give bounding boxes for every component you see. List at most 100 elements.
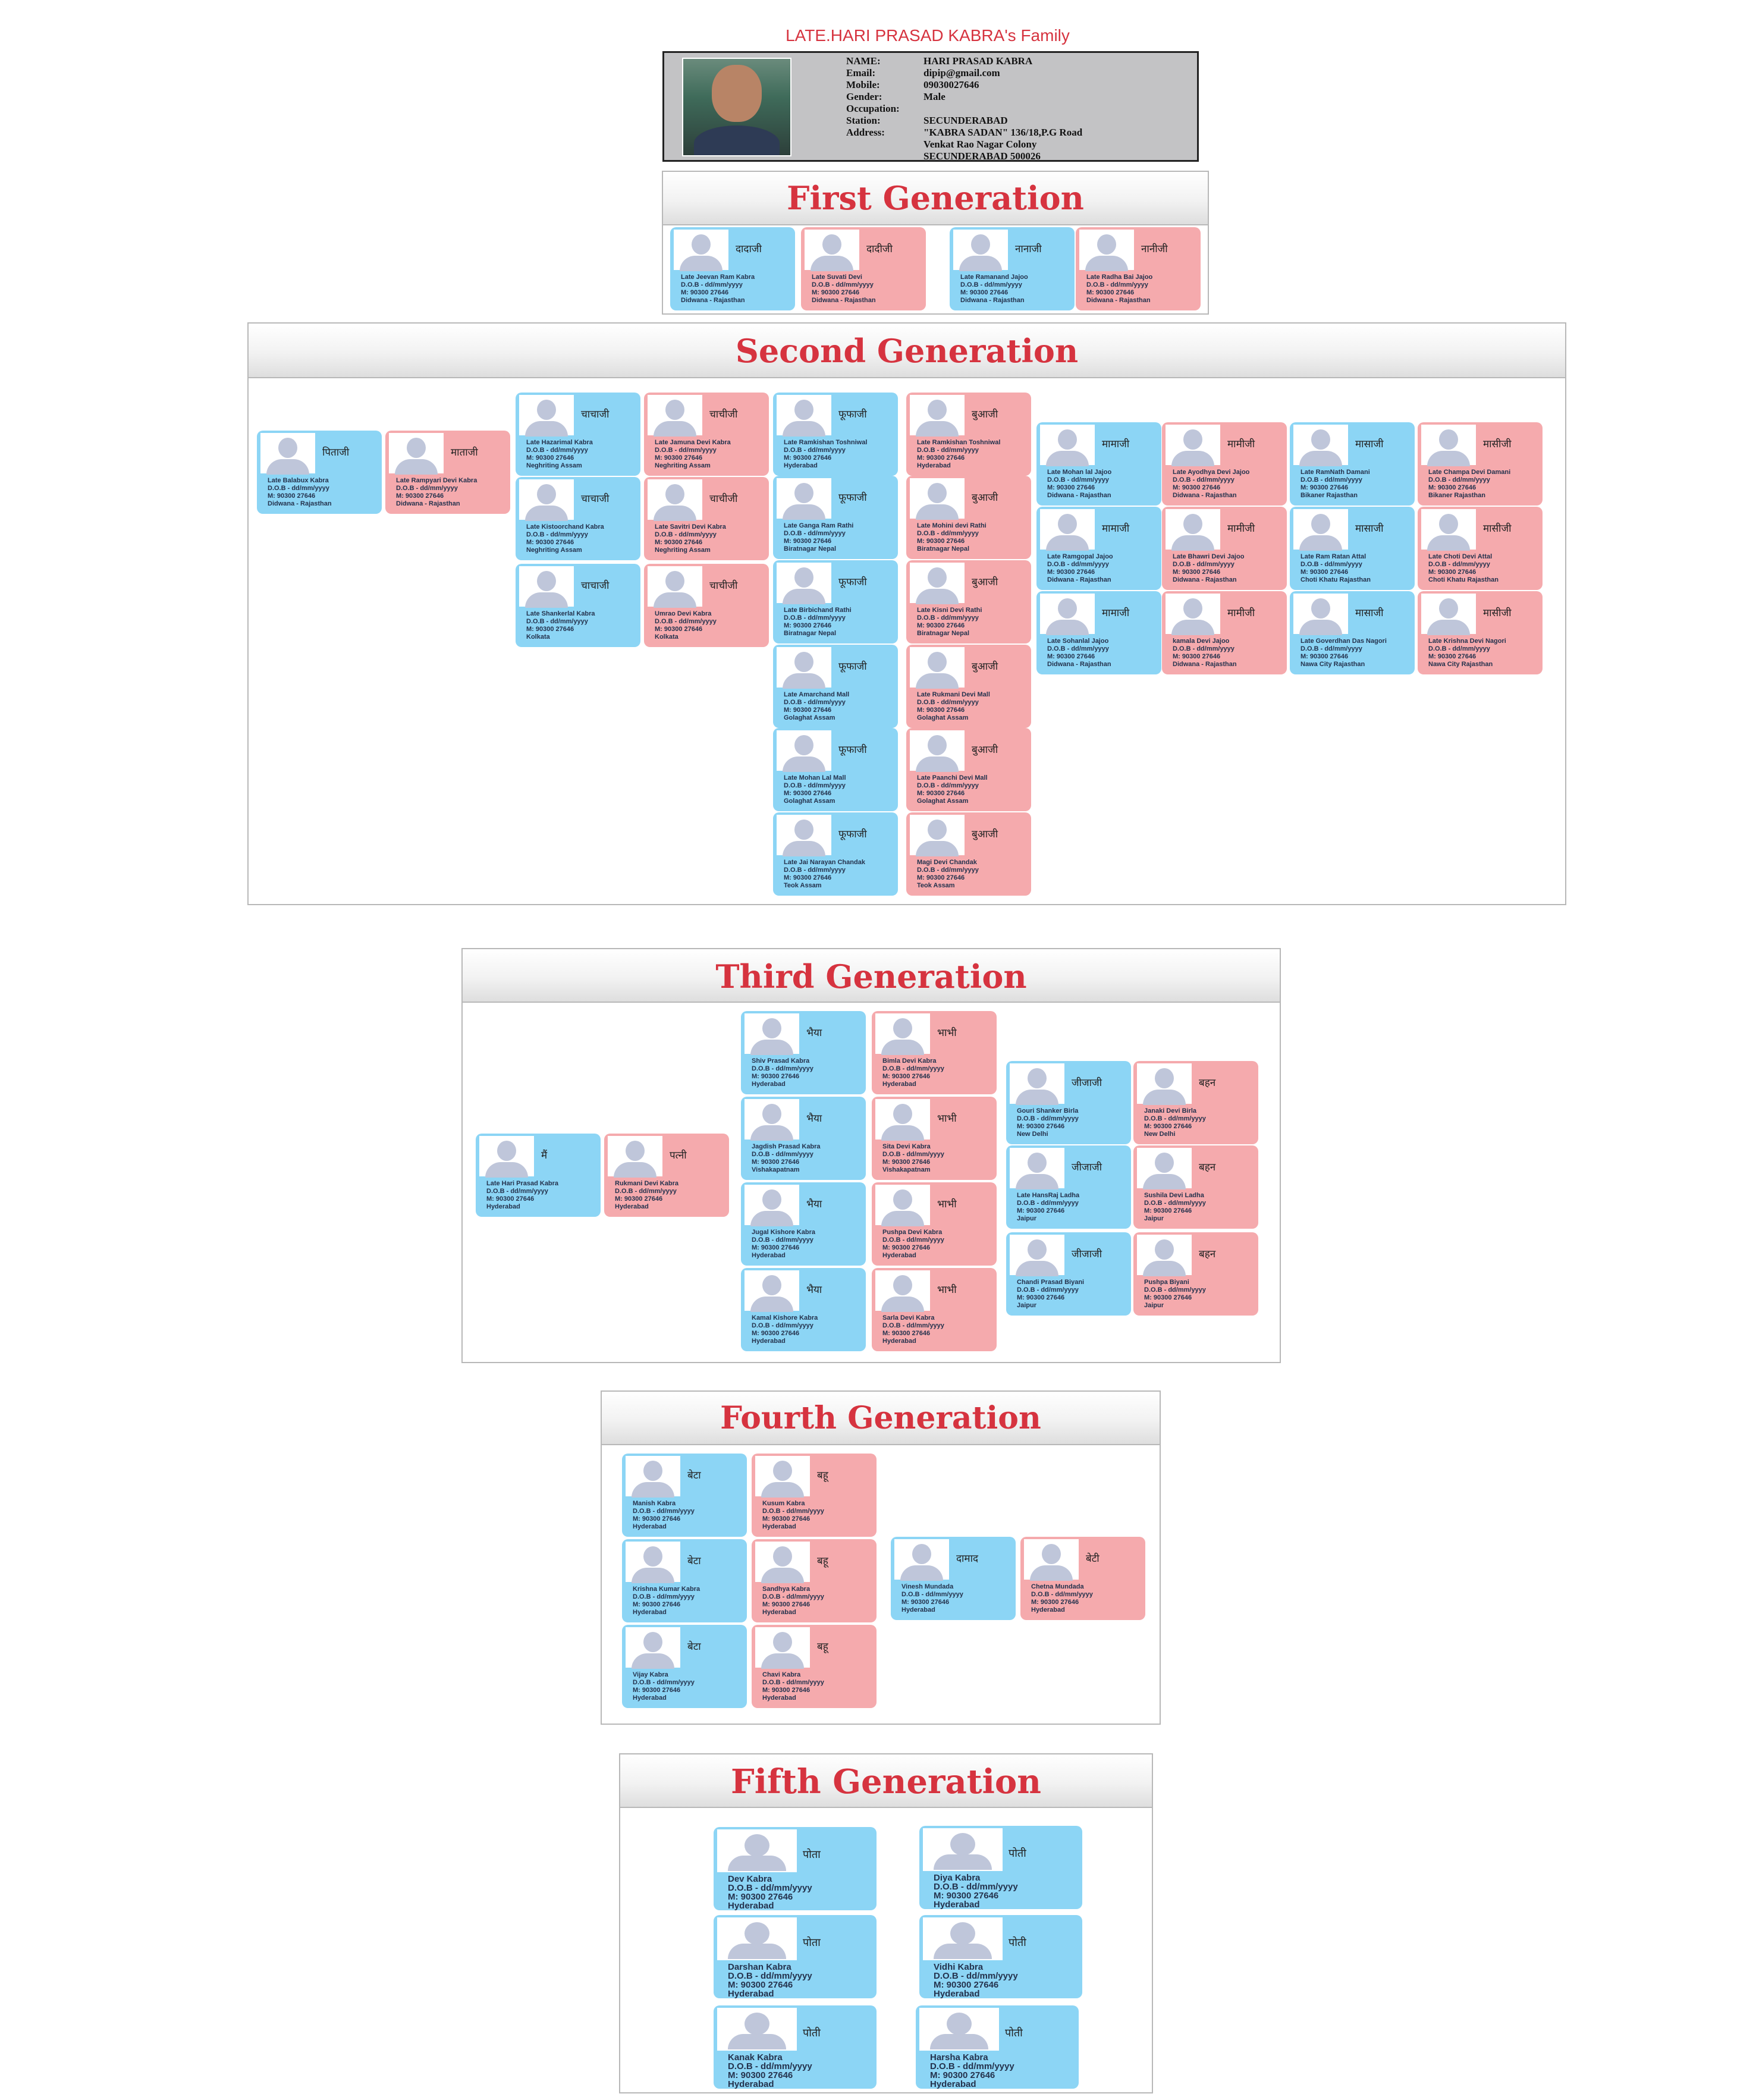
avatar-placeholder-icon	[648, 566, 702, 608]
member-card: नानीजी Late Radha Bai Jajoo D.O.B - dd/mm/…	[1076, 227, 1201, 310]
member-place: Hyderabad	[917, 462, 951, 469]
member-relation: मासीजी	[1483, 438, 1512, 450]
avatar-placeholder-icon	[755, 1456, 810, 1498]
member-card: जीजाजी Late HansRaj Ladha D.O.B - dd/mm/yy…	[1006, 1145, 1131, 1229]
member-mobile: M: 90300 27646	[728, 1892, 793, 1902]
member-dob: D.O.B - dd/mm/yyyy	[1031, 1591, 1093, 1598]
avatar-placeholder-icon	[389, 433, 444, 475]
member-relation: मासीजी	[1483, 523, 1512, 535]
avatar-placeholder-icon	[1421, 594, 1476, 635]
member-place: Teok Assam	[917, 882, 955, 889]
avatar-placeholder-icon	[1137, 1063, 1192, 1105]
member-info: Rukmani Devi Kabra D.O.B - dd/mm/yyyy M: 9…	[615, 1180, 678, 1211]
avatar-placeholder-icon	[674, 230, 728, 271]
member-name: Late Mohan Lal Mall	[784, 774, 846, 781]
member-relation: भैया	[806, 1027, 822, 1039]
member-mobile: M: 90300 27646	[1017, 1123, 1065, 1130]
member-mobile: M: 90300 27646	[752, 1159, 800, 1166]
member-name: Late Jeevan Ram Kabra	[681, 274, 755, 281]
avatar-placeholder-icon	[923, 1828, 1003, 1871]
member-card: मासीजी Late Champa Devi Damani D.O.B - dd/…	[1418, 422, 1543, 506]
member-place: Didwana - Rajasthan	[1047, 576, 1111, 583]
member-info: Late Balabux Kabra D.O.B - dd/mm/yyyy M: 9…	[268, 477, 332, 508]
member-name: Late Sohanlal Jajoo	[1047, 638, 1109, 645]
member-mobile: M: 90300 27646	[784, 454, 832, 462]
member-dob: D.O.B - dd/mm/yyyy	[268, 485, 329, 492]
member-dob: D.O.B - dd/mm/yyyy	[784, 530, 846, 537]
member-name: Late Paanchi Devi Mall	[917, 774, 988, 781]
member-name: Kamal Kishore Kabra	[752, 1314, 818, 1321]
avatar-placeholder-icon	[1079, 230, 1134, 271]
member-name: Shiv Prasad Kabra	[752, 1057, 810, 1065]
member-card: फूफाजी Late Amarchand Mall D.O.B - dd/mm/y…	[773, 645, 898, 728]
member-card: मामीजी Late Ayodhya Devi Jajoo D.O.B - dd/…	[1162, 422, 1287, 506]
member-card: दामाद Vinesh Mundada D.O.B - dd/mm/yyyy M: …	[891, 1537, 1016, 1620]
member-name: Late Savitri Devi Kabra	[655, 523, 726, 531]
member-place: Bikaner Rajasthan	[1300, 492, 1358, 499]
member-name: Late Jai Narayan Chandak	[784, 859, 865, 866]
member-name: Rukmani Devi Kabra	[615, 1180, 678, 1187]
member-place: New Delhi	[1017, 1131, 1048, 1138]
member-card: बुआजी Late Ramkishan Toshniwal D.O.B - dd/…	[906, 393, 1031, 476]
member-info: Late Amarchand Mall D.O.B - dd/mm/yyyy M: …	[784, 691, 849, 722]
member-card: भैया Jugal Kishore Kabra D.O.B - dd/mm/yyy…	[741, 1182, 866, 1266]
member-name: Harsha Kabra	[930, 2052, 988, 2063]
member-dob: D.O.B - dd/mm/yyyy	[784, 699, 846, 706]
member-name: Late Ramkishan Toshniwal	[917, 439, 1001, 446]
member-mobile: M: 90300 27646	[917, 790, 965, 797]
member-relation: चाचीजी	[709, 580, 738, 592]
member-dob: D.O.B - dd/mm/yyyy	[917, 530, 979, 537]
member-info: Late Mohan Lal Mall D.O.B - dd/mm/yyyy M: …	[784, 774, 846, 805]
member-dob: D.O.B - dd/mm/yyyy	[882, 1065, 944, 1072]
member-relation: मासीजी	[1483, 607, 1512, 619]
member-relation: पोती	[1009, 1936, 1026, 1949]
member-info: Dev Kabra D.O.B - dd/mm/yyyy M: 90300 2764…	[728, 1875, 812, 1910]
member-relation: मामाजी	[1102, 607, 1130, 619]
page-title: LATE.HARI PRASAD KABRA's Family	[786, 26, 1070, 45]
member-card: जीजाजी Chandi Prasad Biyani D.O.B - dd/mm/…	[1006, 1232, 1131, 1316]
member-mobile: M: 90300 27646	[1173, 569, 1221, 576]
member-mobile: M: 90300 27646	[526, 626, 574, 633]
member-dob: D.O.B - dd/mm/yyyy	[917, 614, 979, 621]
member-mobile: M: 90300 27646	[1428, 653, 1477, 660]
member-mobile: M: 90300 27646	[882, 1244, 931, 1251]
member-relation: बुआजी	[972, 409, 998, 420]
member-card: मासाजी Late RamNath Damani D.O.B - dd/mm/y…	[1290, 422, 1415, 506]
member-place: Hyderabad	[930, 2079, 976, 2089]
avatar-placeholder-icon	[648, 395, 702, 437]
member-relation: नानाजी	[1015, 243, 1042, 255]
member-relation: भैया	[806, 1113, 822, 1125]
member-place: Vishakapatnam	[752, 1166, 800, 1173]
member-relation: पोती	[1009, 1847, 1026, 1860]
avatar-placeholder-icon	[910, 730, 965, 772]
member-relation: भैया	[806, 1284, 822, 1296]
member-dob: D.O.B - dd/mm/yyyy	[1300, 561, 1362, 568]
member-card: बेटा Manish Kabra D.O.B - dd/mm/yyyy M: 903…	[622, 1454, 747, 1537]
member-name: Vinesh Mundada	[901, 1583, 954, 1590]
member-name: Late Birbichand Rathi	[784, 607, 852, 614]
member-dob: D.O.B - dd/mm/yyyy	[1173, 561, 1234, 568]
member-card: चाचीजी Late Savitri Devi Kabra D.O.B - dd/…	[644, 477, 769, 560]
member-info: Late Jai Narayan Chandak D.O.B - dd/mm/yy…	[784, 859, 865, 890]
avatar-placeholder-icon	[910, 563, 965, 604]
generation-4-title: Fourth Generation	[720, 1400, 1041, 1436]
member-card: फूफाजी Late Birbichand Rathi D.O.B - dd/mm…	[773, 560, 898, 644]
avatar-placeholder-icon	[1166, 509, 1220, 551]
member-card: बहन Janaki Devi Birla D.O.B - dd/mm/yyyy M:…	[1133, 1061, 1258, 1144]
member-info: Kanak Kabra D.O.B - dd/mm/yyyy M: 90300 27…	[728, 2053, 812, 2089]
member-mobile: M: 90300 27646	[1300, 653, 1349, 660]
generation-2-title: Second Generation	[735, 332, 1079, 370]
member-place: Choti Khatu Rajasthan	[1300, 576, 1371, 583]
member-dob: D.O.B - dd/mm/yyyy	[526, 531, 588, 538]
member-relation: चाचाजी	[581, 580, 610, 592]
member-info: Chetna Mundada D.O.B - dd/mm/yyyy M: 90300…	[1031, 1583, 1093, 1614]
avatar-placeholder-icon	[745, 1013, 799, 1055]
member-dob: D.O.B - dd/mm/yyyy	[784, 782, 846, 789]
avatar-placeholder-icon	[745, 1185, 799, 1226]
member-relation: बेटी	[1086, 1553, 1100, 1565]
avatar-placeholder-icon	[910, 395, 965, 437]
member-dob: D.O.B - dd/mm/yyyy	[784, 614, 846, 621]
member-relation: जीजाजी	[1072, 1162, 1102, 1173]
member-mobile: M: 90300 27646	[486, 1195, 535, 1203]
member-mobile: M: 90300 27646	[728, 2070, 793, 2080]
